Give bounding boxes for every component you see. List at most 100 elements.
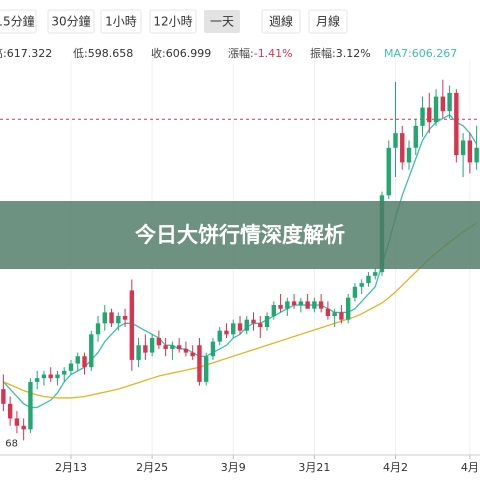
x-tick-label: 3月21	[298, 461, 330, 474]
candle-body	[258, 323, 263, 327]
candle-body	[129, 290, 135, 360]
candle-body	[149, 337, 155, 353]
candle-body	[68, 363, 74, 371]
candle-body	[305, 301, 310, 309]
candle-body	[447, 92, 452, 112]
x-tick-label: 2月13	[55, 461, 87, 474]
candle-body	[298, 301, 304, 306]
x-tick-label: 2月25	[136, 461, 168, 474]
stat-value: -1.41%	[254, 47, 293, 60]
stat-label: 收:	[151, 46, 166, 60]
candle-body	[359, 283, 364, 287]
stat-value: 598.658	[88, 47, 134, 60]
stat-label: 低:	[73, 47, 88, 60]
stat-value: 617.322	[7, 47, 53, 60]
stat: 振幅:3.12%	[310, 46, 371, 60]
candle-body	[460, 140, 466, 156]
tab-label[interactable]: 30分鐘	[51, 14, 90, 29]
candle-body	[210, 341, 216, 357]
candle-body	[440, 96, 446, 112]
candle-body	[244, 319, 249, 331]
tab[interactable]: 月線	[308, 9, 348, 34]
candle-body	[373, 272, 378, 276]
tab-label[interactable]: 週線	[269, 14, 293, 29]
title-banner	[0, 201, 480, 269]
low-label: 68	[5, 438, 18, 449]
x-tick-label: 3月9	[221, 461, 246, 474]
tab-background[interactable]	[149, 9, 197, 34]
candle-body	[345, 297, 351, 320]
tab-background[interactable]	[308, 9, 348, 34]
candle-body	[203, 356, 209, 382]
timeframe-tabs: 15分鐘 30分鐘 1小時 12小時 一天 週線 月線	[0, 9, 348, 34]
tab-label[interactable]: 12小時	[153, 15, 192, 29]
stat-value: 606.267	[412, 47, 458, 60]
candle-body	[55, 374, 60, 379]
candle-body	[102, 312, 107, 324]
tab[interactable]: 12小時	[149, 9, 197, 34]
candle-body	[420, 107, 425, 126]
tab[interactable]: 15分鐘	[0, 9, 37, 34]
candle-body	[318, 301, 324, 309]
chart-title: 今日大饼行情深度解析	[135, 223, 345, 247]
candle-body	[7, 403, 13, 419]
candle-body	[75, 356, 80, 364]
candle-body	[251, 319, 256, 324]
stat: MA7:606.267	[384, 47, 457, 60]
candle-body	[190, 352, 195, 357]
tab-label[interactable]: 一天	[210, 15, 234, 29]
candle-body	[237, 323, 243, 331]
tab-background[interactable]	[261, 9, 301, 34]
candle-body	[231, 323, 236, 335]
tab-label[interactable]: 月線	[316, 14, 340, 29]
tab-background[interactable]	[204, 10, 240, 33]
candle-body	[197, 345, 202, 382]
candle-body	[183, 348, 189, 353]
stat: 低:598.658	[73, 47, 133, 60]
stat-label: 振幅:	[310, 46, 336, 60]
stat-value: 606.999	[166, 47, 212, 60]
candle-body	[467, 140, 473, 163]
candle-body	[224, 330, 229, 335]
candle-body	[352, 286, 358, 298]
plot-area: 2月13 2月25 3月9 3月21 4月2 4月 68	[0, 60, 480, 474]
candle-body	[116, 316, 121, 324]
stats-row: 高:617.322 低:598.658 收:606.999 漲幅:-1.41% 振幅:3…	[0, 46, 457, 60]
stat: 收:606.999	[151, 46, 211, 60]
candle-body	[41, 374, 47, 379]
stat-label: 漲幅:	[228, 47, 254, 60]
candle-body	[406, 147, 412, 163]
tab-label[interactable]: 1小時	[105, 15, 137, 29]
candle-body	[474, 147, 479, 163]
candle-body	[34, 378, 40, 382]
x-tick-label: 4月	[461, 461, 479, 474]
ma-line	[3, 222, 477, 399]
candle-body	[143, 345, 148, 353]
candle-body	[332, 312, 337, 317]
tab[interactable]: 30分鐘	[47, 9, 95, 34]
candle-body	[170, 345, 175, 349]
candle-body	[163, 345, 168, 349]
tab-background[interactable]	[100, 9, 142, 34]
tab[interactable]: 週線	[261, 9, 301, 34]
tab[interactable]: 一天	[204, 10, 240, 33]
stat-label: 高:	[0, 46, 7, 60]
candle-body	[136, 345, 141, 360]
candle-body	[48, 374, 53, 379]
tab-background[interactable]	[0, 9, 37, 34]
candle-body	[393, 133, 398, 148]
candle-body	[176, 345, 182, 349]
stat-label: MA7:	[384, 47, 412, 60]
tab[interactable]: 1小時	[100, 9, 142, 34]
candle-body	[285, 301, 290, 309]
candle-body	[21, 425, 26, 430]
candle-body	[312, 301, 317, 309]
candle-body	[217, 330, 222, 342]
tab-label[interactable]: 15分鐘	[0, 14, 35, 29]
candle-body	[325, 308, 331, 317]
candle-body	[278, 305, 283, 309]
candle-body	[339, 312, 344, 320]
tab-background[interactable]	[47, 9, 95, 34]
candle-body	[264, 316, 270, 327]
